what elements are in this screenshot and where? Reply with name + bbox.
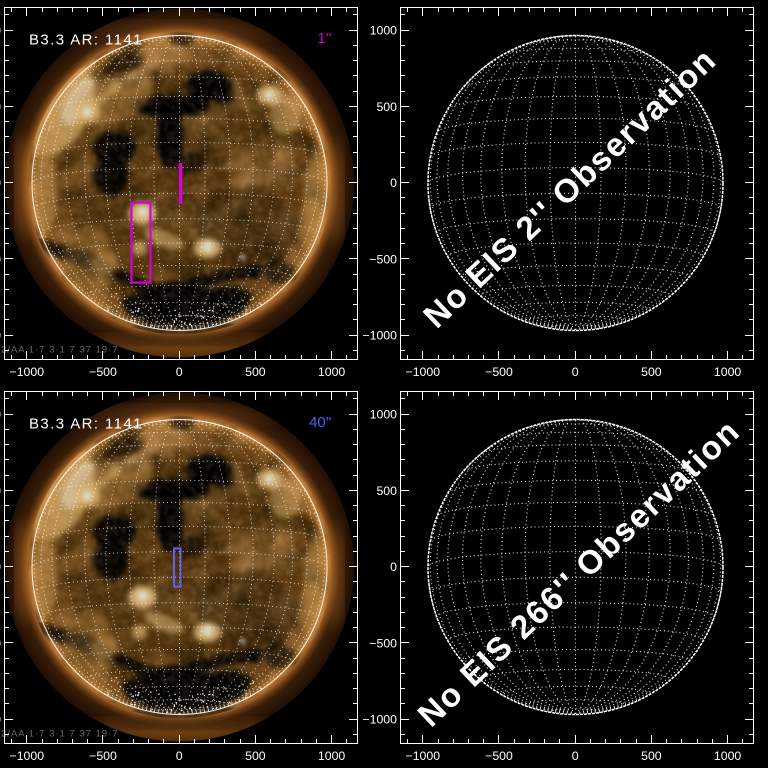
svg-text:B3.3 AR: 1141: B3.3 AR: 1141 [29,32,143,49]
svg-text:2/AA 1·7 3·1 7 37 19·7: 2/AA 1·7 3·1 7 37 19·7 [1,345,119,356]
svg-text:1'': 1'' [317,30,331,47]
svg-text:2/AA 1·7 3·1 7 37 19·7: 2/AA 1·7 3·1 7 37 19·7 [1,729,119,740]
svg-text:B3.3 AR: 1141: B3.3 AR: 1141 [29,416,143,433]
svg-text:40'': 40'' [309,414,332,431]
